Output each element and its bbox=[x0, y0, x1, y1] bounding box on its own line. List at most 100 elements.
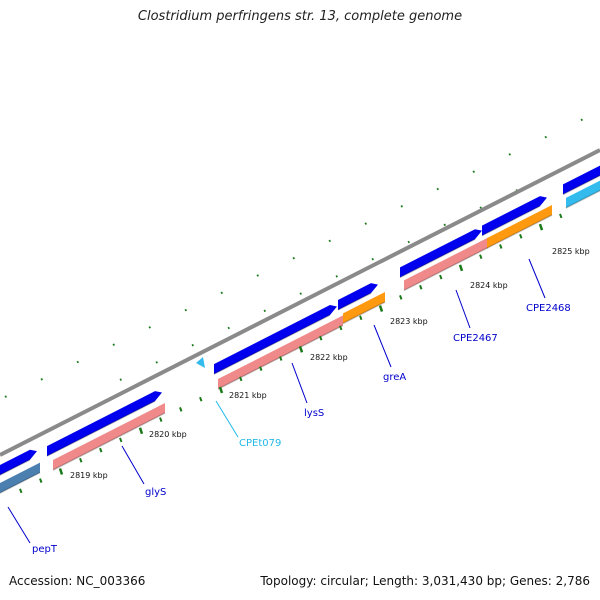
outer-dot bbox=[4, 395, 7, 398]
tick-label-2825: 2825 kbp bbox=[552, 247, 590, 256]
tick-label-2824: 2824 kbp bbox=[470, 281, 508, 290]
cds-block-CPE2467-shade bbox=[403, 246, 489, 292]
major-tick bbox=[58, 468, 64, 475]
minor-tick bbox=[359, 315, 363, 321]
minor-tick bbox=[259, 366, 263, 372]
outer-dot bbox=[400, 205, 403, 208]
cds-block-next-shade bbox=[565, 189, 600, 209]
inner-dot bbox=[443, 223, 446, 227]
accession-label: Accession: NC_003366 bbox=[9, 574, 146, 588]
major-tick bbox=[298, 345, 304, 353]
outer-dot bbox=[580, 118, 583, 122]
cds-block-glyS bbox=[53, 403, 165, 471]
tick-labels: 2819 kbp 2820 kbp 2821 kbp 2822 kbp 2823… bbox=[70, 247, 590, 480]
outer-dot bbox=[184, 308, 187, 312]
gene-label-pepT[interactable]: pepT bbox=[32, 544, 58, 555]
leader-CPE2467 bbox=[455, 289, 471, 329]
dotted-ring-outer bbox=[4, 118, 583, 398]
outer-dot bbox=[40, 378, 43, 381]
inner-dot bbox=[227, 326, 230, 330]
outer-dot bbox=[508, 153, 511, 156]
inner-dot bbox=[191, 343, 194, 347]
trna-marker-CPEt079 bbox=[196, 357, 205, 368]
minor-tick bbox=[419, 284, 423, 290]
gene-label-glyS[interactable]: glyS bbox=[145, 487, 166, 498]
major-tick bbox=[538, 223, 544, 231]
major-tick bbox=[458, 264, 464, 272]
tick-label-2819: 2819 kbp bbox=[70, 471, 108, 480]
minor-tick bbox=[119, 437, 123, 443]
outer-dot bbox=[328, 239, 331, 243]
leader-greA bbox=[373, 324, 392, 368]
minor-tick bbox=[479, 254, 483, 260]
gene-block-CPE2468 bbox=[482, 196, 547, 236]
cds-block-CPE2468-shade bbox=[486, 214, 553, 249]
gene-block-next-shade bbox=[562, 174, 600, 196]
gene-block-next bbox=[563, 165, 600, 195]
gene-block-lysS bbox=[214, 305, 337, 375]
cds-block-greA-shade bbox=[342, 301, 386, 325]
minor-tick bbox=[279, 356, 283, 361]
gene-block-pepT-shade bbox=[0, 459, 31, 476]
gene-block-glyS bbox=[47, 391, 162, 457]
gene-label-CPEt079[interactable]: CPEt079 bbox=[239, 438, 281, 449]
gene-label-lysS[interactable]: lysS bbox=[304, 408, 324, 419]
cds-block-next bbox=[566, 180, 600, 208]
cds-block-glyS-shade bbox=[52, 412, 166, 471]
outer-dot bbox=[112, 343, 115, 346]
minor-tick bbox=[199, 396, 203, 402]
tick-label-2823: 2823 kbp bbox=[390, 317, 428, 326]
tick-label-2820: 2820 kbp bbox=[149, 430, 187, 439]
minor-tick bbox=[519, 233, 523, 239]
minor-tick bbox=[79, 457, 83, 463]
gene-block-lysS-shade bbox=[213, 314, 331, 375]
genome-stats: Topology: circular; Length: 3,031,430 bp… bbox=[260, 574, 590, 588]
inner-dot bbox=[299, 292, 302, 295]
minor-tick bbox=[499, 244, 503, 249]
gene-block-CPE2468-shade bbox=[481, 205, 541, 237]
outer-dot bbox=[292, 256, 295, 260]
minor-tick bbox=[19, 488, 23, 494]
outer-dot bbox=[544, 135, 547, 139]
gene-block-greA bbox=[338, 283, 378, 310]
minor-tick bbox=[559, 213, 563, 219]
cds-block-pepT-shade bbox=[0, 471, 41, 494]
gene-label-greA[interactable]: greA bbox=[383, 372, 406, 383]
leader-glyS bbox=[121, 445, 145, 485]
outer-dot bbox=[436, 187, 439, 191]
minor-tick bbox=[99, 447, 103, 453]
cds-block-greA bbox=[343, 292, 385, 324]
tick-label-2822: 2822 kbp bbox=[310, 353, 348, 362]
inner-dot bbox=[263, 309, 266, 313]
inner-dot bbox=[479, 206, 482, 209]
minor-tick bbox=[39, 478, 43, 483]
outer-dot bbox=[256, 274, 259, 277]
leader-pepT bbox=[7, 506, 31, 544]
cds-block-pepT bbox=[0, 462, 40, 493]
outer-dot bbox=[148, 326, 151, 329]
gene-label-CPE2468[interactable]: CPE2468 bbox=[526, 303, 571, 314]
outer-dot bbox=[220, 291, 223, 295]
minor-tick bbox=[179, 407, 183, 412]
map-title: Clostridium perfringens str. 13, complet… bbox=[137, 9, 463, 24]
inner-dot bbox=[371, 257, 374, 261]
gene-block-glyS-shade bbox=[46, 400, 156, 457]
gene-label-CPE2467[interactable]: CPE2467 bbox=[453, 333, 498, 344]
leader-lysS bbox=[291, 362, 308, 404]
outer-dot bbox=[364, 222, 367, 225]
inner-dot bbox=[335, 275, 338, 278]
cds-block-CPE2467 bbox=[404, 237, 488, 291]
minor-tick bbox=[339, 325, 343, 331]
gene-block-CPE2467-shade bbox=[399, 238, 476, 279]
major-tick bbox=[138, 427, 144, 435]
minor-tick bbox=[319, 335, 323, 341]
outer-dot bbox=[76, 360, 79, 364]
cds-block-CPE2468 bbox=[487, 205, 552, 249]
genome-backbone bbox=[0, 148, 600, 457]
gene-block-pepT bbox=[0, 449, 37, 475]
tick-label-2821: 2821 kbp bbox=[229, 391, 267, 400]
outer-dot bbox=[472, 170, 475, 173]
leader-CPEt079 bbox=[215, 400, 239, 438]
leader-CPE2468 bbox=[528, 258, 546, 299]
